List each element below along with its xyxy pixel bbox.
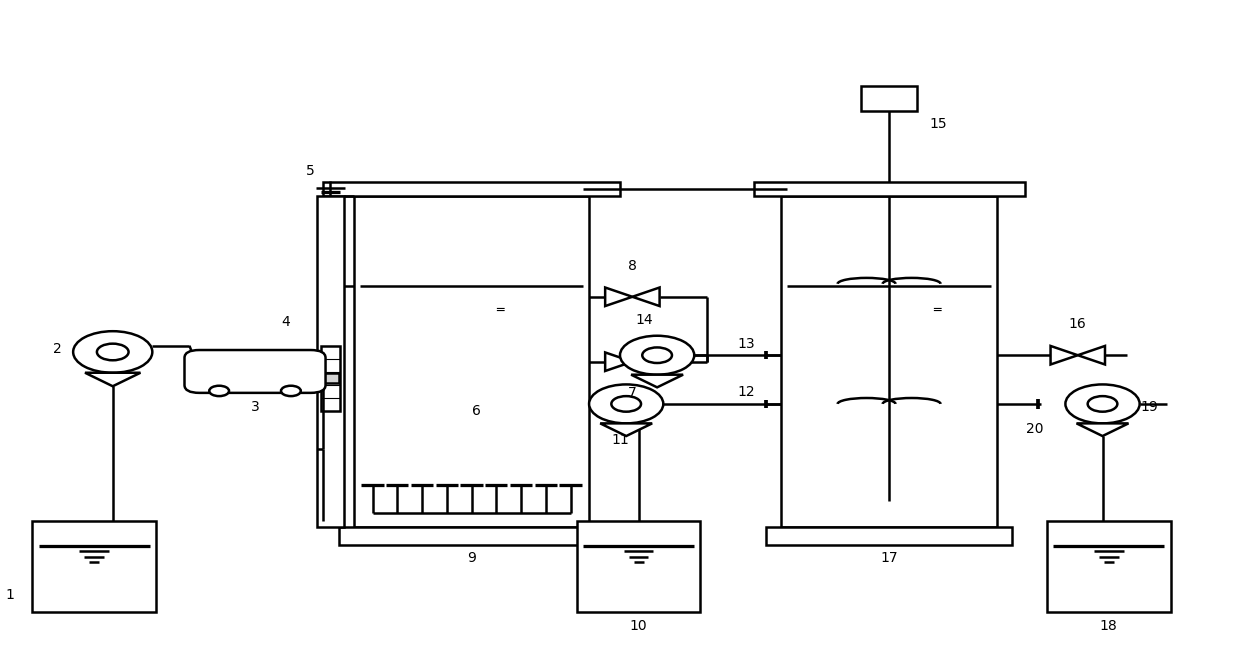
Polygon shape bbox=[86, 373, 140, 386]
Text: 19: 19 bbox=[1141, 400, 1158, 414]
Text: 20: 20 bbox=[1025, 422, 1043, 436]
Text: 17: 17 bbox=[880, 552, 898, 565]
Text: ═: ═ bbox=[496, 304, 503, 317]
Polygon shape bbox=[631, 375, 683, 387]
Text: ═: ═ bbox=[932, 304, 940, 317]
Bar bbox=[781, 196, 997, 527]
Polygon shape bbox=[605, 353, 632, 371]
Circle shape bbox=[210, 386, 229, 396]
Text: 5: 5 bbox=[306, 164, 315, 179]
Text: 16: 16 bbox=[1069, 317, 1086, 331]
Text: 8: 8 bbox=[627, 259, 637, 273]
Text: 10: 10 bbox=[630, 619, 647, 633]
Circle shape bbox=[97, 344, 129, 361]
Text: 15: 15 bbox=[930, 117, 947, 131]
Bar bbox=[317, 196, 343, 527]
FancyBboxPatch shape bbox=[185, 350, 326, 393]
Text: 13: 13 bbox=[738, 336, 755, 351]
Polygon shape bbox=[600, 423, 652, 436]
Bar bbox=[353, 196, 589, 527]
Bar bbox=[324, 182, 620, 196]
Text: 6: 6 bbox=[471, 404, 481, 419]
Polygon shape bbox=[1078, 346, 1105, 364]
Polygon shape bbox=[1050, 346, 1078, 364]
Text: 4: 4 bbox=[281, 315, 290, 329]
Bar bbox=[32, 521, 156, 612]
Text: 2: 2 bbox=[52, 342, 62, 356]
Text: 1: 1 bbox=[6, 588, 15, 602]
Polygon shape bbox=[605, 288, 632, 306]
Bar bbox=[754, 182, 1024, 196]
Text: 3: 3 bbox=[250, 400, 259, 414]
Bar bbox=[321, 346, 341, 411]
Circle shape bbox=[281, 386, 301, 396]
Circle shape bbox=[611, 396, 641, 411]
Bar bbox=[340, 527, 604, 546]
Text: 7: 7 bbox=[627, 386, 637, 400]
Polygon shape bbox=[1076, 423, 1128, 436]
Circle shape bbox=[1087, 396, 1117, 411]
Bar bbox=[1047, 521, 1171, 612]
Text: 9: 9 bbox=[467, 552, 476, 565]
Bar bbox=[577, 521, 701, 612]
Bar bbox=[766, 527, 1012, 546]
Circle shape bbox=[589, 385, 663, 423]
Bar bbox=[862, 87, 916, 111]
Text: 11: 11 bbox=[611, 433, 629, 447]
Polygon shape bbox=[632, 353, 660, 371]
Text: 12: 12 bbox=[738, 385, 755, 399]
Circle shape bbox=[620, 336, 694, 375]
Polygon shape bbox=[632, 288, 660, 306]
Bar bbox=[322, 373, 340, 383]
Circle shape bbox=[1065, 385, 1140, 423]
Circle shape bbox=[642, 348, 672, 363]
Circle shape bbox=[73, 331, 153, 373]
Text: 18: 18 bbox=[1100, 619, 1117, 633]
Text: 14: 14 bbox=[636, 312, 653, 327]
